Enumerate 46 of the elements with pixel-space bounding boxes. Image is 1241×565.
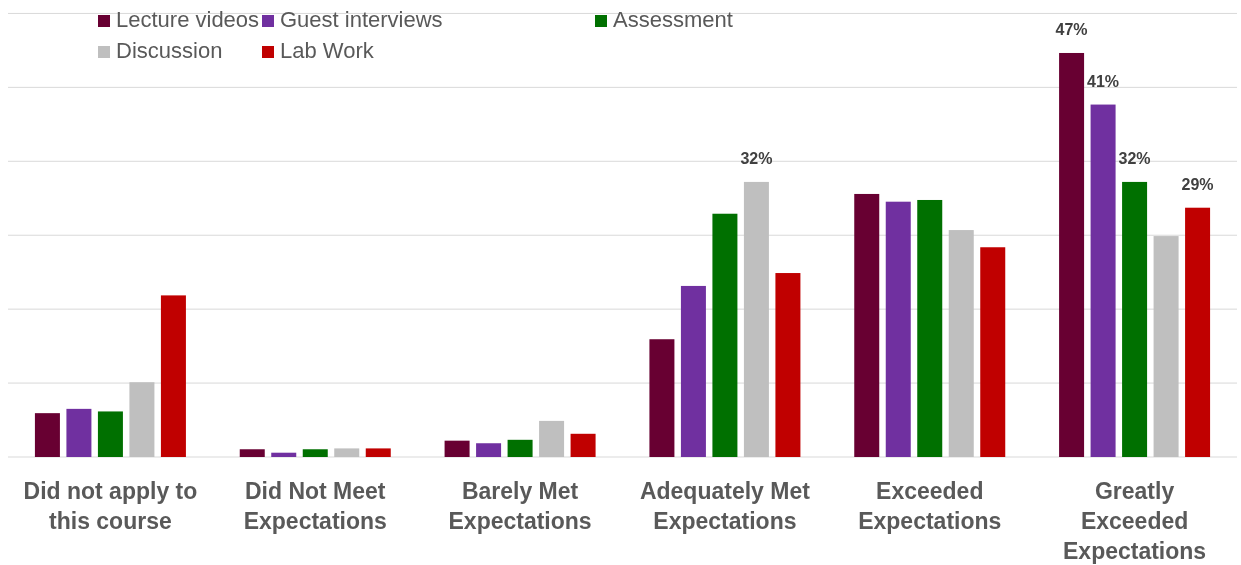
x-tick-label: Exceeded Expectations <box>858 478 1002 534</box>
bar <box>334 448 360 457</box>
data-label: 32% <box>1118 149 1151 167</box>
data-label: 47% <box>1055 20 1088 38</box>
legend-label: Guest interviews <box>280 6 443 32</box>
x-tick-label: Did not apply to this course <box>23 478 198 534</box>
bar <box>1059 52 1085 457</box>
bar <box>66 408 92 457</box>
bar <box>885 201 911 457</box>
bar <box>365 448 391 457</box>
bar <box>712 213 738 457</box>
x-tick-label: Barely Met Expectations <box>448 478 592 534</box>
bar <box>775 273 801 457</box>
legend-label: Assessment <box>613 6 733 32</box>
bar <box>160 295 186 457</box>
x-tick-label: Greatly Exceeded Expectations <box>1063 478 1207 564</box>
bar <box>980 247 1006 457</box>
legend-label: Lab Work <box>280 37 375 63</box>
data-label: 29% <box>1181 175 1214 193</box>
bar <box>680 285 706 457</box>
bar <box>129 382 155 457</box>
data-label: 41% <box>1087 72 1120 90</box>
bar <box>239 449 265 457</box>
bar <box>1153 236 1179 457</box>
bar <box>476 443 502 457</box>
bar <box>917 199 943 457</box>
bar <box>444 440 470 457</box>
bar <box>854 193 880 457</box>
bar <box>1090 104 1116 457</box>
bar <box>34 413 60 457</box>
bar <box>649 339 675 457</box>
legend-label: Lecture videos <box>116 6 260 32</box>
bar <box>539 420 565 457</box>
data-label: 32% <box>740 149 773 167</box>
bar <box>97 411 123 457</box>
bar <box>302 449 328 457</box>
bar <box>570 433 596 457</box>
x-tick-label: Did Not Meet Expectations <box>243 478 387 534</box>
bar <box>271 452 297 457</box>
bar <box>1185 207 1211 457</box>
x-tick-label: Adequately Met Expectations <box>639 478 811 534</box>
bar <box>743 181 769 457</box>
legend-label: Discussion <box>116 37 223 63</box>
bar <box>948 230 974 457</box>
bar <box>1122 181 1148 457</box>
bar <box>507 439 533 457</box>
